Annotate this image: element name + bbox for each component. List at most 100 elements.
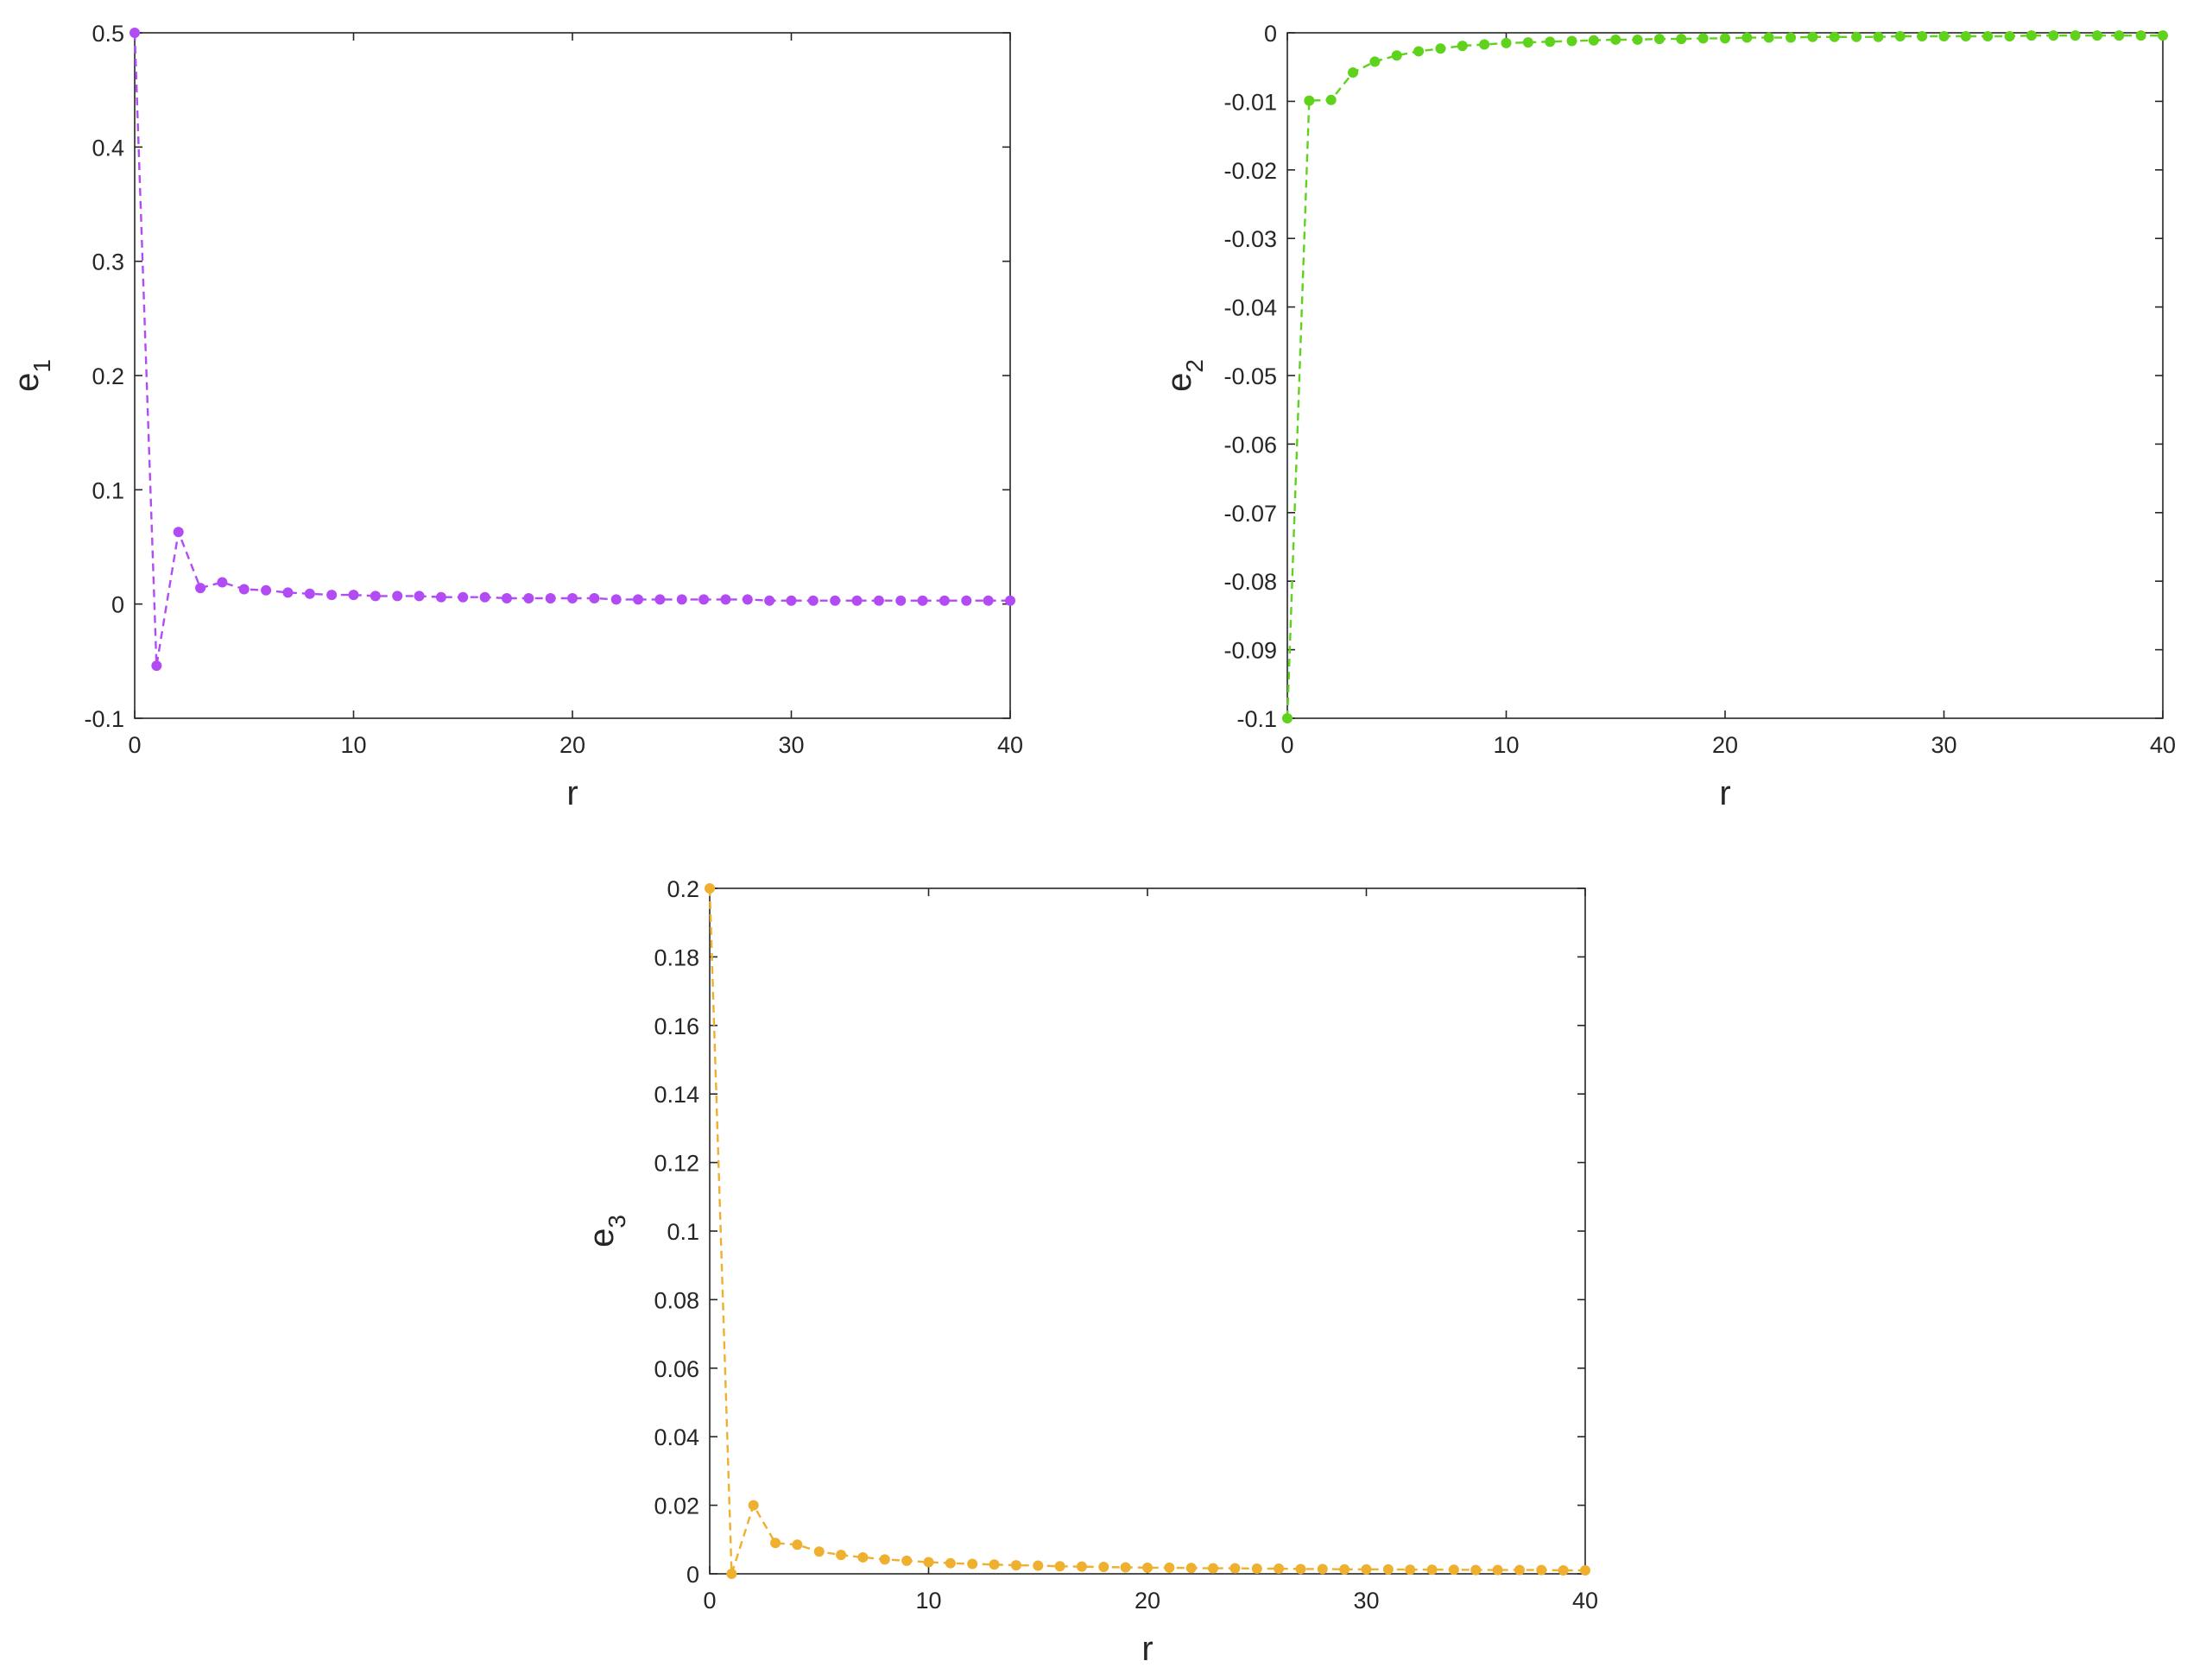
data-point-1-29 — [764, 595, 775, 606]
y-axis-label-base-2: e — [1160, 373, 1198, 392]
data-point-3-16 — [1054, 1561, 1065, 1572]
x-tick-label-3-0: 0 — [703, 1588, 716, 1614]
data-point-2-19 — [1697, 33, 1709, 44]
data-point-1-20 — [567, 593, 578, 604]
data-point-3-32 — [1405, 1564, 1416, 1576]
data-point-3-21 — [1164, 1562, 1175, 1573]
data-point-1-15 — [458, 591, 469, 603]
x-tick-label-1-2: 20 — [559, 732, 585, 758]
data-point-1-4 — [217, 577, 228, 588]
data-point-3-4 — [792, 1539, 803, 1551]
data-point-3-27 — [1295, 1563, 1306, 1575]
data-point-2-30 — [1938, 30, 1950, 41]
y-tick-label-3-0: 0 — [686, 1562, 699, 1588]
data-point-1-39 — [983, 595, 994, 606]
data-point-1-28 — [742, 594, 753, 605]
data-point-1-0 — [130, 28, 140, 38]
x-tick-label-2-1: 10 — [1493, 732, 1519, 758]
y-tick-label-2-3: -0.07 — [1223, 501, 1277, 527]
y-tick-label-3-6: 0.12 — [654, 1151, 699, 1177]
data-point-3-26 — [1274, 1563, 1285, 1575]
data-point-3-35 — [1470, 1564, 1482, 1576]
data-point-3-39 — [1558, 1565, 1569, 1576]
x-tick-label-3-4: 40 — [1572, 1588, 1598, 1614]
x-tick-label-1-3: 30 — [778, 732, 804, 758]
data-point-1-11 — [370, 591, 381, 602]
y-axis-label-subscript-3: 3 — [604, 1215, 630, 1228]
data-point-2-33 — [2004, 30, 2015, 41]
data-point-1-2 — [173, 527, 184, 538]
data-point-2-22 — [1763, 32, 1774, 43]
y-tick-label-2-9: -0.01 — [1223, 89, 1277, 115]
data-point-2-28 — [1894, 30, 1906, 41]
data-point-2-40 — [2158, 30, 2168, 41]
data-point-3-9 — [901, 1555, 913, 1566]
data-point-1-9 — [326, 590, 338, 601]
y-tick-label-1-2: 0.1 — [92, 477, 124, 503]
data-point-2-20 — [1720, 33, 1730, 44]
y-tick-label-3-5: 0.1 — [667, 1219, 699, 1245]
data-point-2-39 — [2135, 30, 2146, 41]
data-point-2-5 — [1391, 50, 1402, 61]
data-point-2-24 — [1807, 31, 1818, 42]
x-tick-label-1-4: 40 — [997, 732, 1023, 758]
data-point-2-32 — [1982, 30, 1994, 41]
data-point-3-34 — [1448, 1564, 1459, 1576]
data-point-2-0 — [1282, 713, 1293, 723]
y-tick-label-2-10: 0 — [1264, 21, 1277, 47]
data-point-3-10 — [923, 1557, 934, 1568]
y-axis-label-2: e2 — [1160, 359, 1208, 392]
data-point-3-30 — [1361, 1563, 1372, 1575]
data-point-2-18 — [1676, 34, 1687, 45]
y-tick-label-2-0: -0.1 — [1236, 706, 1277, 732]
data-point-2-6 — [1413, 46, 1425, 57]
data-point-3-20 — [1142, 1562, 1153, 1573]
data-point-3-0 — [705, 883, 715, 894]
y-tick-label-1-5: 0.4 — [92, 135, 124, 161]
y-axis-label-subscript-2: 2 — [1181, 359, 1208, 373]
y-tick-label-3-4: 0.08 — [654, 1287, 699, 1313]
data-point-1-33 — [851, 595, 863, 606]
data-point-1-34 — [873, 595, 884, 606]
data-point-3-14 — [1010, 1560, 1021, 1571]
y-tick-label-3-9: 0.18 — [654, 944, 699, 970]
data-point-2-10 — [1501, 37, 1512, 48]
x-tick-label-2-2: 20 — [1712, 732, 1738, 758]
data-point-1-31 — [807, 595, 819, 606]
y-axis-label-3: e3 — [583, 1215, 630, 1247]
chart-panel-2: 0 10 20 30 40-0.1-0.09-0.08-0.07-0.06-0.05-0… — [1160, 21, 2176, 812]
x-tick-label-2-3: 30 — [1931, 732, 1956, 758]
data-point-3-15 — [1033, 1560, 1044, 1571]
data-point-1-30 — [786, 595, 797, 606]
y-tick-label-1-1: 0 — [111, 592, 124, 618]
x-tick-label-1-0: 0 — [128, 732, 141, 758]
data-point-1-24 — [654, 594, 666, 605]
y-axis-label-1: e1 — [8, 359, 55, 392]
data-point-3-6 — [836, 1550, 847, 1561]
data-point-3-23 — [1208, 1563, 1219, 1574]
data-point-2-21 — [1741, 32, 1753, 43]
data-point-2-31 — [1960, 30, 1971, 41]
data-point-3-3 — [770, 1538, 781, 1549]
data-point-1-6 — [261, 584, 272, 596]
y-tick-label-3-3: 0.06 — [654, 1356, 699, 1382]
y-tick-label-3-8: 0.16 — [654, 1014, 699, 1039]
data-point-1-19 — [545, 593, 556, 604]
data-point-3-22 — [1185, 1563, 1197, 1574]
data-point-1-25 — [676, 594, 687, 605]
data-point-3-1 — [726, 1569, 737, 1579]
data-point-2-8 — [1457, 41, 1468, 52]
y-axis-label-subscript-1: 1 — [28, 359, 55, 373]
data-point-2-7 — [1435, 43, 1446, 54]
data-point-2-1 — [1304, 95, 1315, 106]
data-point-2-4 — [1369, 56, 1381, 67]
y-tick-label-3-1: 0.02 — [654, 1494, 699, 1519]
data-point-2-9 — [1479, 39, 1490, 50]
data-point-1-1 — [151, 660, 162, 672]
y-tick-label-1-0: -0.1 — [84, 706, 124, 732]
y-tick-label-2-4: -0.06 — [1223, 432, 1277, 458]
x-tick-label-2-0: 0 — [1280, 732, 1293, 758]
x-axis-label-3: r — [1141, 1630, 1153, 1668]
data-point-2-14 — [1588, 35, 1599, 46]
